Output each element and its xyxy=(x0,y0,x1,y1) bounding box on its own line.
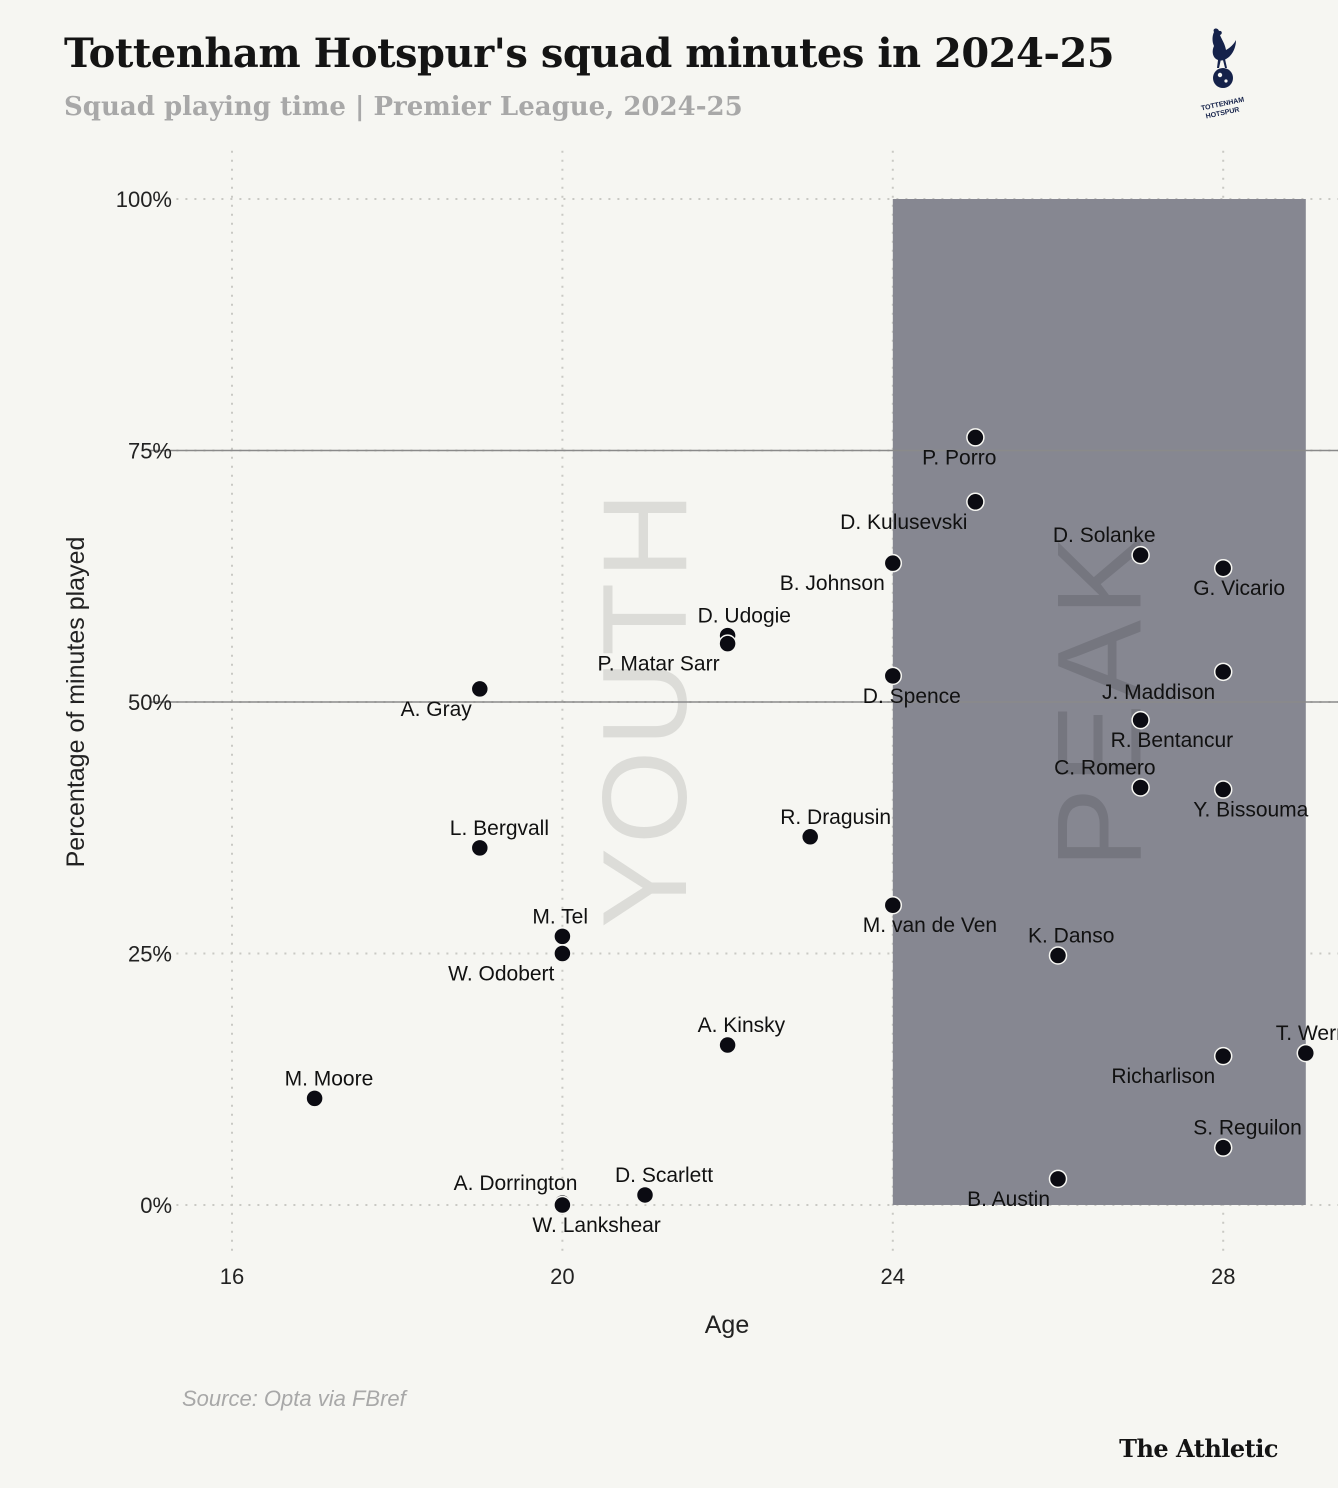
axis-ticks: 162024283236400%25%50%75%100% xyxy=(116,187,1236,1289)
player-label: D. Spence xyxy=(863,685,961,708)
y-tick-label: 100% xyxy=(116,187,172,212)
player-point xyxy=(1048,1169,1068,1189)
player-label: A. Gray xyxy=(401,698,473,721)
player-label: A. Dorrington xyxy=(454,1172,578,1195)
player-label: B. Johnson xyxy=(780,572,885,595)
player-point xyxy=(1213,780,1233,799)
player-point xyxy=(553,927,572,946)
player-point xyxy=(305,1089,324,1108)
player-point xyxy=(883,666,903,686)
player-label: P. Matar Sarr xyxy=(597,653,719,676)
player-point xyxy=(470,679,490,699)
player-point xyxy=(800,827,820,847)
player-label: R. Dragusin xyxy=(780,806,891,829)
chart-subtitle: Squad playing time | Premier League, 202… xyxy=(64,92,743,122)
player-point xyxy=(1213,1138,1233,1157)
player-point xyxy=(1131,710,1150,730)
player-point xyxy=(966,428,985,447)
player-label: W. Odobert xyxy=(448,963,554,986)
player-point xyxy=(1296,1043,1316,1063)
player-point xyxy=(883,553,903,573)
point-labels: P. Porro D. Kulusevski D. Solanke G. Vicari… xyxy=(285,446,1338,1237)
player-point xyxy=(470,838,490,858)
y-tick-label: 50% xyxy=(128,690,172,715)
source-note: Source: Opta via FBref xyxy=(182,1386,406,1411)
player-label: K. Danso xyxy=(1028,925,1114,948)
club-crest-icon: TOTTENHAM HOTSPUR xyxy=(1201,28,1245,121)
player-label: J. Maddison xyxy=(1102,681,1215,704)
reference-lines: 75% of minutes50% of minutes xyxy=(149,449,1338,703)
x-tick-label: 24 xyxy=(881,1264,905,1289)
player-label: Y. Bissouma xyxy=(1193,799,1308,822)
x-tick-label: 20 xyxy=(550,1264,574,1289)
chart-title: Tottenham Hotspur's squad minutes in 202… xyxy=(64,30,1115,77)
player-point xyxy=(966,492,985,512)
player-point xyxy=(1048,946,1068,965)
player-point xyxy=(1213,1046,1233,1066)
player-label: G. Vicario xyxy=(1193,577,1285,600)
player-label: D. Kulusevski xyxy=(840,511,967,534)
player-point xyxy=(553,944,572,963)
player-label: D. Udogie xyxy=(698,605,791,628)
player-label: M. van de Ven xyxy=(863,914,997,937)
y-tick-label: 0% xyxy=(140,1193,172,1218)
y-tick-label: 75% xyxy=(128,439,172,464)
x-tick-label: 16 xyxy=(220,1264,244,1289)
player-label: B. Austin xyxy=(967,1188,1050,1211)
player-point xyxy=(718,1035,737,1055)
publisher-logo: The Athletic xyxy=(1119,1434,1278,1463)
player-label: S. Reguilon xyxy=(1193,1117,1302,1140)
x-axis-title: Age xyxy=(705,1311,749,1339)
zone-label-peak: PEAK xyxy=(1032,532,1166,868)
player-label: M. Moore xyxy=(285,1067,374,1090)
x-tick-label: 28 xyxy=(1211,1264,1235,1289)
y-axis-title: Percentage of minutes played xyxy=(62,537,90,868)
player-label: P. Porro xyxy=(922,446,996,469)
player-point xyxy=(635,1185,655,1205)
player-label: L. Bergvall xyxy=(450,817,549,840)
player-label: C. Romero xyxy=(1054,757,1156,780)
player-label: R. Bentancur xyxy=(1111,729,1234,752)
player-point xyxy=(1213,662,1233,682)
player-point xyxy=(1131,778,1150,797)
player-label: W. Lankshear xyxy=(532,1214,660,1237)
player-label: D. Solanke xyxy=(1053,524,1156,547)
player-point xyxy=(718,634,737,653)
player-label: Richarlison xyxy=(1111,1065,1215,1088)
player-point xyxy=(1131,545,1150,565)
player-label: D. Scarlett xyxy=(615,1164,713,1187)
player-label: M. Tel xyxy=(532,905,588,928)
player-label: T. Werner xyxy=(1276,1022,1338,1045)
player-point xyxy=(883,895,903,915)
zone-label: YOUTH xyxy=(578,488,712,928)
player-point xyxy=(553,1195,572,1215)
data-points xyxy=(305,428,1316,1215)
player-point xyxy=(1213,558,1233,578)
player-label: A. Kinsky xyxy=(698,1014,786,1037)
y-tick-label: 25% xyxy=(128,942,172,967)
